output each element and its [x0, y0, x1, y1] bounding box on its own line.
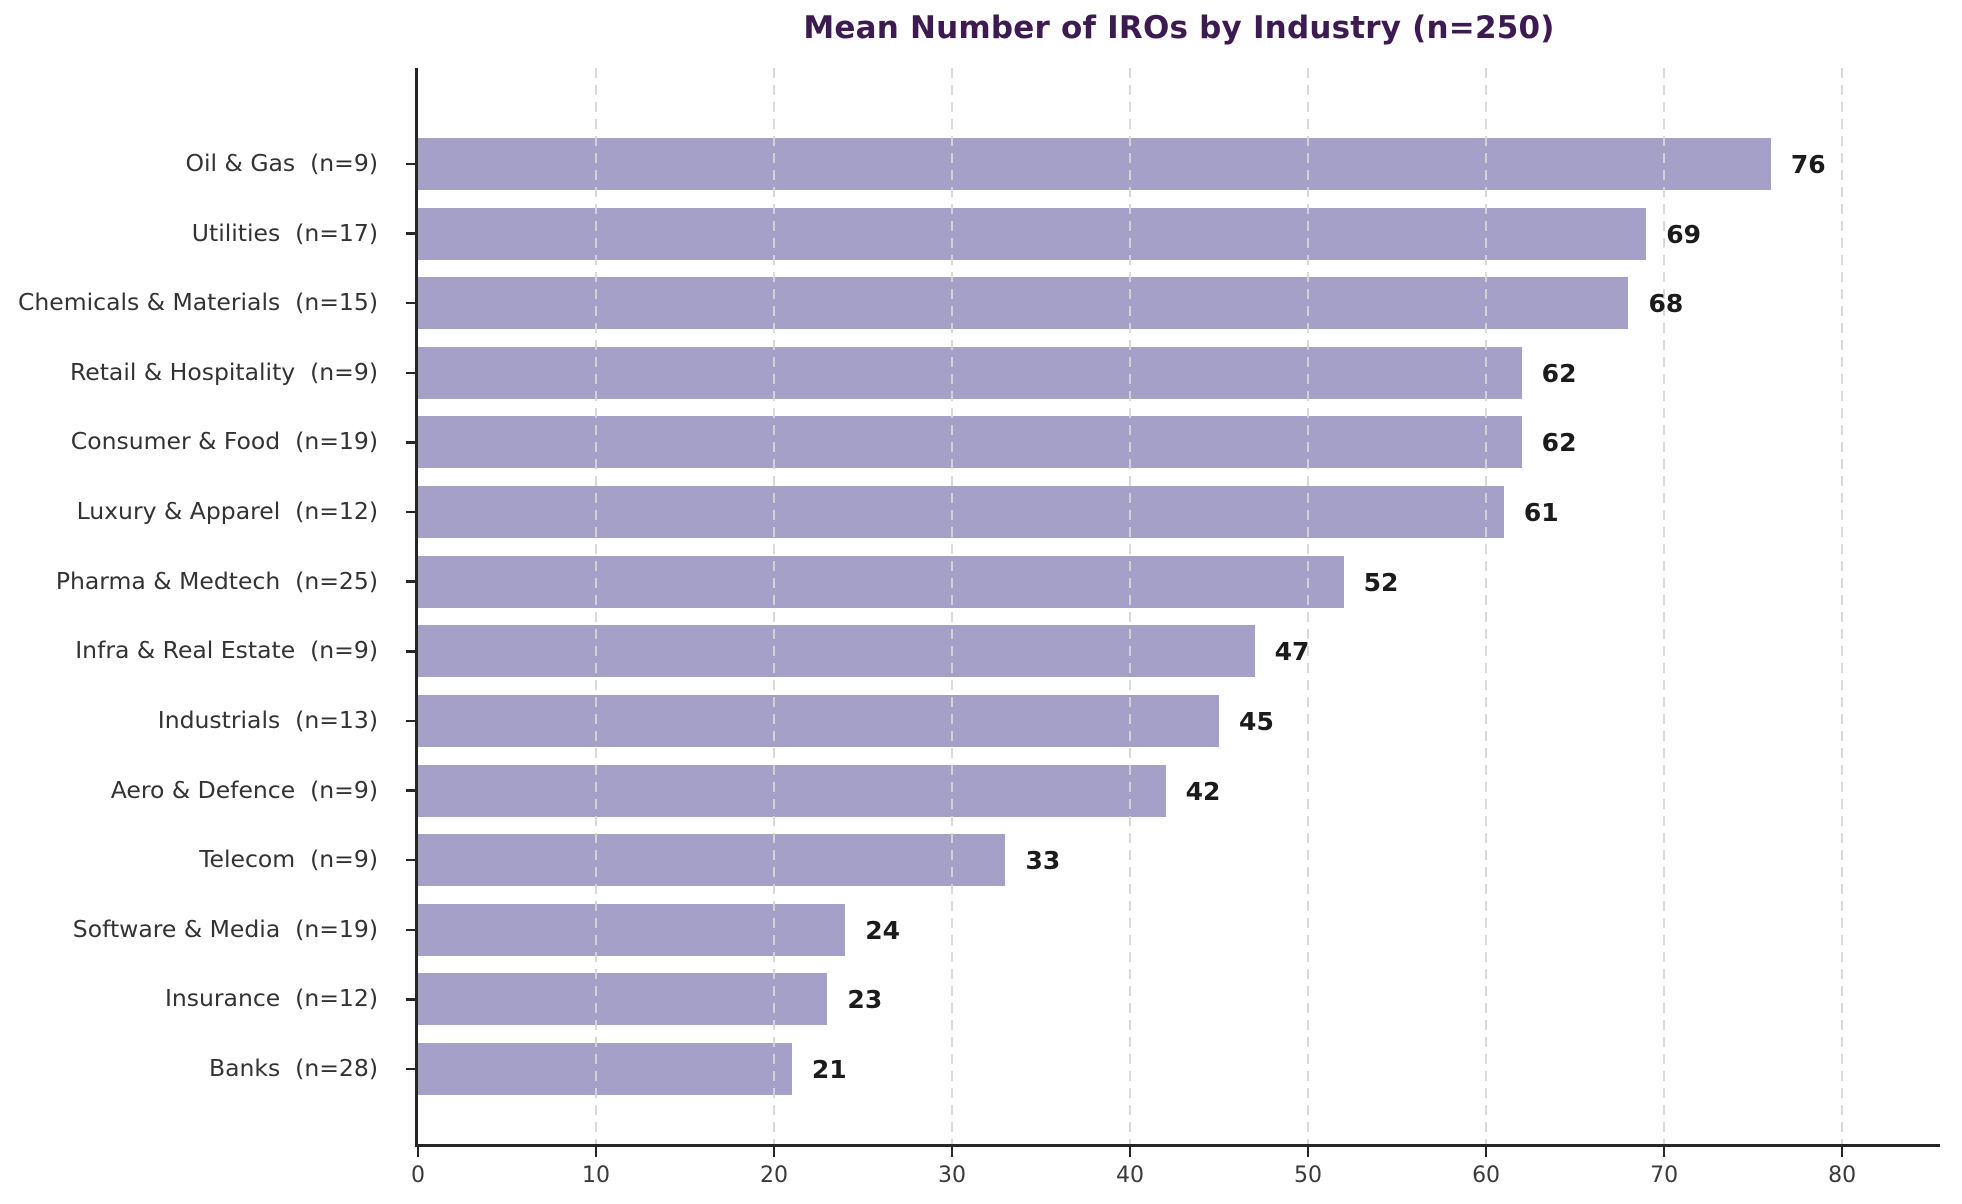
y-axis-tick	[406, 1067, 415, 1071]
value-label: 42	[1185, 776, 1221, 806]
x-tick-label: 10	[582, 1163, 610, 1188]
category-label: Oil & Gas (n=9)	[185, 149, 379, 177]
y-axis-line	[415, 68, 418, 1147]
y-axis-tick	[406, 789, 415, 792]
bar	[418, 903, 846, 956]
x-tick-label: 60	[1472, 1163, 1501, 1188]
x-axis-tick	[1840, 1147, 1844, 1157]
y-axis-tick	[406, 719, 415, 723]
x-axis-tick	[594, 1147, 598, 1157]
value-label: 21	[811, 1055, 847, 1085]
category-label: Consumer & Food (n=19)	[70, 427, 378, 456]
gridline	[773, 68, 776, 1144]
bar	[418, 625, 1255, 678]
category-label: Retail & Hospitality (n=9)	[69, 357, 378, 386]
bar	[418, 207, 1647, 260]
y-axis-tick	[406, 650, 415, 653]
bar	[418, 555, 1344, 608]
x-axis-line	[415, 1144, 1940, 1147]
plot-area: Oil & Gas (n=9) 76 Utilities (n=17) 69 Chemi…	[18, 68, 1940, 1188]
x-tick-label: 50	[1294, 1163, 1323, 1188]
x-axis-tick	[1306, 1147, 1310, 1157]
category-label: Luxury & Apparel (n=12)	[76, 497, 378, 526]
gridline	[595, 68, 597, 1144]
value-label: 24	[865, 915, 901, 945]
value-label: 23	[847, 985, 883, 1015]
value-label: 33	[1025, 846, 1061, 876]
y-axis-tick	[406, 510, 415, 514]
x-tick-label: 80	[1828, 1163, 1857, 1188]
gridline	[1485, 68, 1488, 1144]
bar	[418, 486, 1504, 539]
chart-title: Mean Number of IROs by Industry (n=250)	[803, 10, 1555, 46]
category-label: Chemicals & Materials (n=15)	[17, 288, 378, 317]
value-label: 69	[1666, 219, 1702, 249]
gridline	[1841, 68, 1844, 1144]
x-tick-label: 30	[938, 1163, 967, 1188]
x-axis-tick	[1484, 1147, 1488, 1157]
gridline	[951, 68, 954, 1144]
value-label: 45	[1239, 706, 1274, 736]
category-label: Pharma & Medtech (n=25)	[55, 566, 378, 595]
category-label: Utilities (n=17)	[191, 218, 378, 247]
gridline	[1129, 68, 1132, 1144]
value-label: 76	[1790, 150, 1826, 179]
x-tick-label: 70	[1650, 1163, 1679, 1188]
category-label: Software & Media (n=19)	[72, 914, 378, 943]
x-tick-label: 40	[1116, 1163, 1145, 1188]
category-label: Industrials (n=13)	[157, 705, 378, 734]
x-axis-tick	[1662, 1147, 1666, 1157]
y-axis-tick	[406, 858, 415, 862]
x-tick-label: 0	[411, 1163, 425, 1188]
bar	[418, 346, 1522, 399]
bar	[418, 138, 1771, 190]
bar	[418, 1043, 792, 1096]
value-label: 62	[1541, 358, 1577, 388]
category-label: Aero & Defence (n=9)	[110, 775, 378, 804]
x-axis-tick	[1128, 1147, 1132, 1157]
category-label: Insurance (n=12)	[164, 984, 378, 1013]
value-label: 62	[1541, 428, 1577, 458]
bar	[418, 764, 1166, 817]
x-axis-tick	[772, 1147, 776, 1157]
bar	[418, 416, 1522, 469]
x-tick-label: 20	[760, 1163, 789, 1188]
value-label: 52	[1363, 567, 1399, 597]
value-label: 68	[1648, 289, 1684, 319]
y-axis-tick	[406, 371, 415, 375]
y-axis-tick	[406, 301, 415, 305]
gridline	[1663, 68, 1666, 1144]
y-axis-tick	[406, 928, 415, 932]
y-axis-tick	[406, 441, 415, 444]
y-axis-tick	[406, 998, 415, 1001]
value-label: 47	[1274, 637, 1310, 667]
value-label: 61	[1523, 498, 1559, 528]
x-axis-tick	[950, 1147, 954, 1157]
bar	[418, 277, 1629, 330]
bar	[418, 834, 1006, 887]
x-axis-tick	[416, 1147, 420, 1157]
bar	[418, 694, 1220, 747]
category-label: Infra & Real Estate (n=9)	[75, 636, 378, 665]
bar	[418, 973, 828, 1026]
y-axis-tick	[406, 162, 415, 166]
category-label: Banks (n=28)	[208, 1054, 378, 1083]
category-label: Telecom (n=9)	[199, 845, 378, 874]
y-axis-tick	[406, 580, 415, 583]
y-axis-tick	[406, 232, 415, 235]
gridline	[1307, 68, 1310, 1144]
